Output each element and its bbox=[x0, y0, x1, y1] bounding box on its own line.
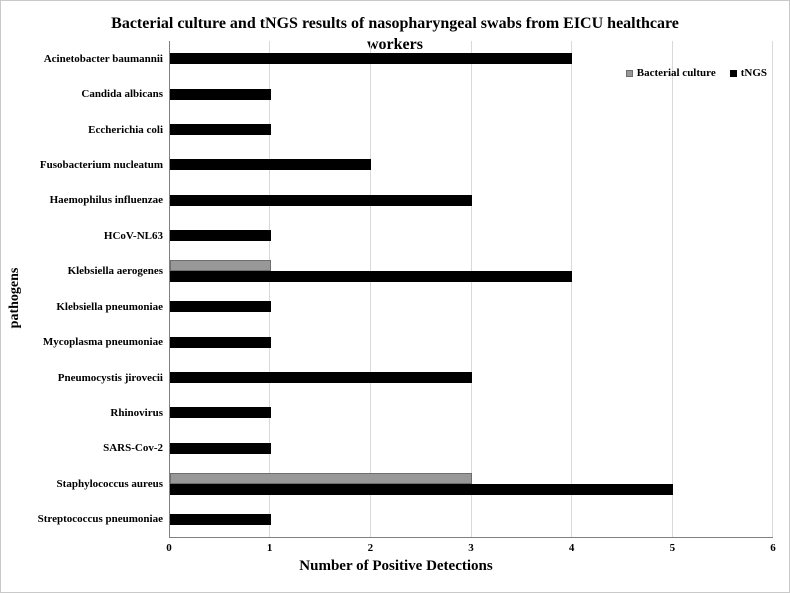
bar-group bbox=[170, 41, 773, 76]
bar-group bbox=[170, 395, 773, 430]
category-row-staphylococcus-aureus: Staphylococcus aureus bbox=[57, 466, 773, 501]
bar-group bbox=[170, 431, 773, 466]
legend-item-bacterial-culture: Bacterial culture bbox=[625, 67, 716, 79]
x-tick-label-3: 3 bbox=[468, 542, 474, 554]
category-label-klebsiella-pneumoniae: Klebsiella pneumoniae bbox=[56, 300, 163, 313]
gridline-x-3 bbox=[470, 41, 472, 537]
gridline-x-2 bbox=[369, 41, 371, 537]
category-label-klebsiella-aerogenes: Klebsiella aerogenes bbox=[67, 265, 163, 278]
category-row-haemophilus-influenzae: Haemophilus influenzae bbox=[50, 183, 773, 218]
bar-tngs-rhinovirus bbox=[170, 407, 271, 419]
category-label-sars-cov-2: SARS-Cov-2 bbox=[103, 442, 163, 455]
plot-rows: Acinetobacter baumannii Candida albicans E… bbox=[38, 41, 773, 537]
legend-label-tngs: tNGS bbox=[740, 67, 767, 79]
legend: Bacterial culture tNGS bbox=[625, 67, 767, 79]
bar-group bbox=[170, 466, 773, 501]
chart-title-line2: workers bbox=[367, 36, 423, 53]
bar-group bbox=[170, 289, 773, 324]
legend-swatch-bacterial-culture bbox=[625, 69, 633, 77]
bar-tngs-haemophilus-influenzae bbox=[170, 194, 472, 206]
bar-tngs-pneumocystis-jirovecii bbox=[170, 372, 472, 383]
category-row-rhinovirus: Rhinovirus bbox=[110, 395, 773, 430]
category-label-staphylococcus-aureus: Staphylococcus aureus bbox=[56, 477, 163, 490]
bar-tngs-fusobacterium-nucleatum bbox=[170, 159, 371, 171]
x-axis-title: Number of Positive Detections bbox=[299, 558, 493, 574]
y-axis-title: pathogens bbox=[7, 267, 22, 329]
category-row-sars-cov-2: SARS-Cov-2 bbox=[103, 431, 773, 466]
bar-tngs-sars-cov-2 bbox=[170, 442, 271, 454]
gridline-x-5 bbox=[671, 41, 673, 537]
category-label-hcov-nl63: HCoV-NL63 bbox=[103, 229, 163, 242]
bar-tngs-eccherichia-coli bbox=[170, 124, 271, 136]
gridline-x-6 bbox=[772, 41, 773, 537]
bar-group bbox=[170, 501, 773, 536]
gridline-x-1 bbox=[269, 41, 271, 537]
category-label-haemophilus-influenzae: Haemophilus influenzae bbox=[49, 194, 163, 207]
plot-area: Acinetobacter baumannii Candida albicans E… bbox=[38, 41, 773, 538]
category-row-candida-albicans: Candida albicans bbox=[81, 76, 773, 111]
category-row-acinetobacter-baumannii: Acinetobacter baumannii bbox=[44, 41, 773, 76]
category-label-acinetobacter-baumannii: Acinetobacter baumannii bbox=[43, 52, 163, 65]
bar-tngs-hcov-nl63 bbox=[170, 230, 271, 242]
category-label-pneumocystis-jirovecii: Pneumocystis jirovecii bbox=[57, 371, 163, 384]
category-label-fusobacterium-nucleatum: Fusobacterium nucleatum bbox=[39, 158, 163, 171]
bar-tngs-klebsiella-pneumoniae bbox=[170, 301, 271, 313]
bar-bacterial-culture-klebsiella-aerogenes bbox=[170, 260, 271, 272]
x-tick-label-1: 1 bbox=[266, 542, 273, 554]
legend-item-tngs: tNGS bbox=[729, 67, 767, 79]
bar-tngs-streptococcus-pneumoniae bbox=[170, 513, 271, 525]
category-row-eccherichia-coli: Eccherichia coli bbox=[88, 112, 773, 147]
x-axis-ticks: 0 1 2 3 4 5 6 bbox=[166, 542, 776, 556]
legend-label-bacterial-culture: Bacterial culture bbox=[636, 67, 716, 79]
bar-group bbox=[170, 147, 773, 182]
category-label-candida-albicans: Candida albicans bbox=[81, 88, 163, 101]
bar-group bbox=[170, 218, 773, 253]
bar-group bbox=[170, 183, 773, 218]
bar-group bbox=[170, 254, 773, 289]
x-tick-label-6: 6 bbox=[770, 542, 776, 554]
legend-swatch-tngs bbox=[729, 69, 737, 77]
x-tick-label-0: 0 bbox=[166, 542, 172, 554]
category-row-klebsiella-aerogenes: Klebsiella aerogenes bbox=[68, 254, 773, 289]
bar-tngs-mycoplasma-pneumoniae bbox=[170, 336, 271, 348]
category-row-klebsiella-pneumoniae: Klebsiella pneumoniae bbox=[56, 289, 773, 324]
category-label-streptococcus-pneumoniae: Streptococcus pneumoniae bbox=[37, 513, 163, 526]
category-label-rhinovirus: Rhinovirus bbox=[110, 406, 163, 419]
x-tick-label-4: 4 bbox=[568, 542, 575, 554]
bar-tngs-candida-albicans bbox=[170, 88, 271, 100]
category-row-pneumocystis-jirovecii: Pneumocystis jirovecii bbox=[58, 360, 773, 395]
bar-tngs-klebsiella-aerogenes bbox=[170, 271, 572, 283]
bar-tngs-staphylococcus-aureus bbox=[170, 483, 673, 495]
category-row-fusobacterium-nucleatum: Fusobacterium nucleatum bbox=[40, 147, 773, 182]
bar-group bbox=[170, 360, 773, 395]
bar-group bbox=[170, 324, 773, 359]
category-row-hcov-nl63: HCoV-NL63 bbox=[104, 218, 773, 253]
gridline-x-4 bbox=[570, 41, 572, 537]
chart-title-line1: Bacterial culture and tNGS results of na… bbox=[111, 15, 679, 32]
bar-bacterial-culture-staphylococcus-aureus bbox=[170, 472, 472, 484]
category-row-mycoplasma-pneumoniae: Mycoplasma pneumoniae bbox=[43, 324, 773, 359]
x-tick-label-5: 5 bbox=[669, 542, 676, 554]
bar-group bbox=[170, 76, 773, 111]
category-row-streptococcus-pneumoniae: Streptococcus pneumoniae bbox=[38, 501, 773, 536]
chart-title: Bacterial culture and tNGS results of na… bbox=[1, 13, 789, 55]
category-label-mycoplasma-pneumoniae: Mycoplasma pneumoniae bbox=[42, 336, 163, 349]
bar-tngs-acinetobacter-baumannii bbox=[170, 53, 572, 65]
x-tick-label-2: 2 bbox=[367, 542, 374, 554]
bar-group bbox=[170, 112, 773, 147]
category-label-eccherichia-coli: Eccherichia coli bbox=[88, 123, 163, 136]
